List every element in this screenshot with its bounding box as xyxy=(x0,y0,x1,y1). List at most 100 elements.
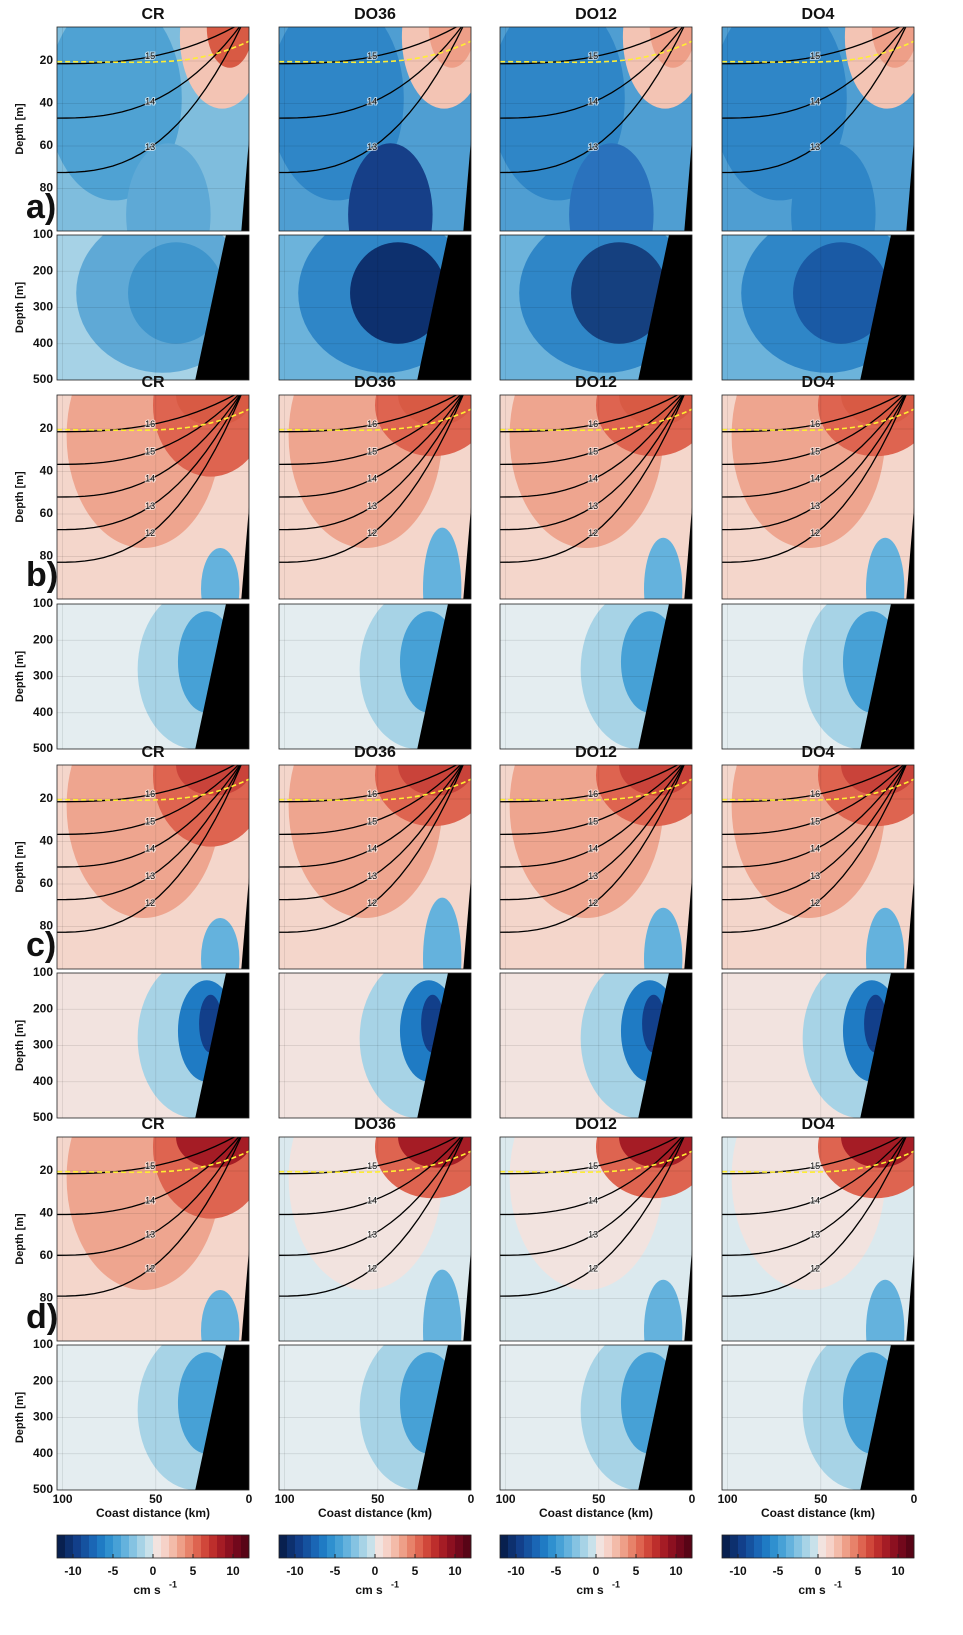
isotherm-label: 13 xyxy=(810,501,820,511)
column-title: DO4 xyxy=(802,374,835,391)
colorbar-swatch xyxy=(874,1535,883,1558)
field xyxy=(428,27,471,68)
y-tick-label: 200 xyxy=(33,263,53,277)
x-tick-label: 50 xyxy=(592,1492,606,1506)
panel: 15 14 13 xyxy=(279,27,471,231)
field xyxy=(791,143,876,231)
colorbar-swatch xyxy=(818,1535,827,1558)
isotherm xyxy=(279,1137,464,1297)
colorbar-swatch xyxy=(121,1535,130,1558)
isotherm-label: 12 xyxy=(810,1263,820,1273)
isotherm xyxy=(500,395,684,498)
isotherm-label: 14 xyxy=(145,474,155,484)
coast xyxy=(860,973,914,1118)
isotherm xyxy=(279,395,463,498)
panel-frame xyxy=(56,1136,250,1342)
colorbar-swatch xyxy=(604,1535,613,1558)
y-tick-label: 80 xyxy=(40,549,54,563)
isotherm xyxy=(279,395,464,531)
isotherm xyxy=(57,1137,242,1297)
colorbar-swatch xyxy=(391,1535,400,1558)
coast xyxy=(906,1249,914,1341)
isotherm xyxy=(500,1137,679,1175)
isotherm xyxy=(500,395,685,531)
isotherm-label: 12 xyxy=(810,528,820,538)
panel xyxy=(279,235,471,380)
coast xyxy=(195,604,249,749)
isotherm xyxy=(279,1137,463,1256)
colorbar-swatch xyxy=(241,1535,250,1558)
isotherm-label: 16 xyxy=(145,419,155,429)
colorbar-swatch xyxy=(279,1535,288,1558)
y-tick-label: 200 xyxy=(33,632,53,646)
y-tick-label: 40 xyxy=(40,1206,54,1220)
y-tick-label: 60 xyxy=(40,506,54,520)
y-tick-label: 60 xyxy=(40,1248,54,1262)
column-title: DO36 xyxy=(354,744,396,761)
mixed-layer xyxy=(57,1150,249,1174)
y-axis-label: Depth [m] xyxy=(14,1213,26,1265)
colorbar-swatch xyxy=(399,1535,408,1558)
colorbar-swatch xyxy=(794,1535,803,1558)
isotherm xyxy=(722,1137,907,1297)
panel: 16 15 14 13 12 xyxy=(722,765,914,969)
isotherm-label: 15 xyxy=(367,446,377,456)
panel: 16 15 14 13 12 xyxy=(57,395,249,599)
panel-letter: a) xyxy=(26,188,56,226)
isotherm xyxy=(722,395,901,433)
isotherm xyxy=(57,765,242,933)
colorbar-tick-label: -10 xyxy=(286,1564,304,1578)
y-axis-label: Depth [m] xyxy=(14,103,26,155)
panel xyxy=(722,235,914,380)
column-title: CR xyxy=(141,1116,165,1133)
isotherm-label: 15 xyxy=(145,446,155,456)
colorbar-swatch xyxy=(97,1535,106,1558)
colorbar-swatch xyxy=(882,1535,891,1558)
x-axis-label: Coast distance (km) xyxy=(96,1506,210,1520)
y-tick-label: 20 xyxy=(40,1163,54,1177)
isotherm xyxy=(500,765,683,836)
isotherm-label: 12 xyxy=(145,898,155,908)
colorbar-swatch xyxy=(359,1535,368,1558)
y-tick-label: 300 xyxy=(33,1038,53,1052)
colorbar-unit-exponent: -1 xyxy=(612,1579,620,1589)
colorbar-swatch xyxy=(580,1535,589,1558)
coast xyxy=(195,973,249,1118)
colorbar-unit: cm s xyxy=(798,1583,826,1597)
panel-frame xyxy=(499,26,693,232)
coast xyxy=(638,1345,692,1490)
colorbar-tick-label: 0 xyxy=(372,1564,379,1578)
coast xyxy=(684,139,692,231)
colorbar-swatch xyxy=(335,1535,344,1558)
colorbar-swatch xyxy=(524,1535,533,1558)
panel-letter: c) xyxy=(26,926,56,964)
y-tick-label: 60 xyxy=(40,138,54,152)
colorbar-swatch xyxy=(169,1535,178,1558)
isotherm xyxy=(500,1137,683,1216)
coast xyxy=(638,235,692,380)
y-tick-label: 80 xyxy=(40,181,54,195)
colorbar-swatch xyxy=(287,1535,296,1558)
x-tick-label: 0 xyxy=(468,1492,475,1506)
panel-frame xyxy=(721,26,915,232)
isotherm-label: 15 xyxy=(588,1161,598,1171)
coast xyxy=(684,507,692,599)
colorbar-tick-label: -10 xyxy=(507,1564,525,1578)
y-axis-label: Depth [m] xyxy=(14,471,26,523)
colorbar-tick-label: -5 xyxy=(330,1564,341,1578)
isotherm xyxy=(500,765,679,803)
isotherm xyxy=(722,765,907,901)
coast xyxy=(684,1249,692,1341)
isotherm-label: 14 xyxy=(810,474,820,484)
isotherm-label: 14 xyxy=(145,97,155,107)
isotherm-label: 15 xyxy=(588,51,598,61)
isotherm xyxy=(57,765,236,803)
colorbar-swatch xyxy=(177,1535,186,1558)
y-tick-label: 200 xyxy=(33,1373,53,1387)
y-tick-label: 500 xyxy=(33,741,53,755)
isotherm xyxy=(57,395,242,563)
isotherm xyxy=(722,1137,906,1256)
colorbar-swatch xyxy=(906,1535,915,1558)
isotherm xyxy=(500,27,679,65)
isotherm-label: 16 xyxy=(588,419,598,429)
